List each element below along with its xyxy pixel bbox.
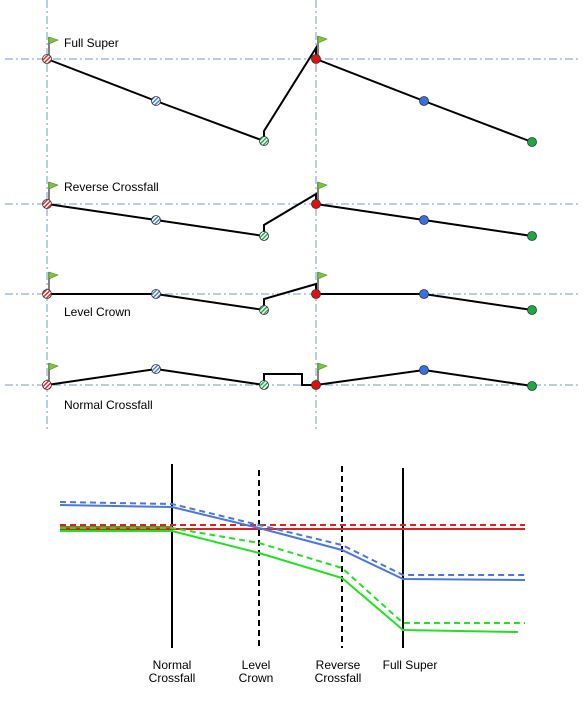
station-label-line1: Full Super: [383, 658, 438, 672]
left-profile: [47, 282, 317, 312]
right-edge-point: [527, 305, 537, 315]
right-edge-point: [259, 380, 269, 390]
section-level-crown: Level Crown: [47, 282, 533, 319]
green-edge-line-solid: [60, 530, 519, 633]
crown-point: [419, 215, 429, 225]
flag-icon: [317, 271, 328, 292]
section-normal-crossfall: Normal Crossfall: [46, 367, 533, 412]
section-label: Normal Crossfall: [64, 398, 153, 412]
left-edge-point: [311, 289, 321, 299]
section-reverse-crossfall: Reverse Crossfall: [46, 180, 533, 238]
flag-icon: [48, 36, 59, 57]
section-full-super: Full Super: [46, 36, 533, 143]
station-label-line1: Reverse: [316, 658, 361, 672]
station-label-line2: Crown: [239, 671, 274, 685]
left-profile: [46, 367, 316, 387]
left-points: [42, 54, 269, 390]
green-edge-line-dashed: [60, 527, 525, 624]
crown-point: [151, 289, 161, 299]
flag-icon: [48, 181, 59, 202]
flag-icon: [317, 181, 328, 200]
crown-point: [419, 96, 429, 106]
station-label-line2: Crossfall: [149, 671, 196, 685]
crown-point: [419, 365, 429, 375]
flag-icon: [48, 271, 59, 292]
section-label: Reverse Crossfall: [64, 180, 159, 194]
superelevation-transition-diagram: Normal Crossfall Level Crown Reverse Cro…: [59, 464, 526, 685]
flag-icon: [317, 362, 328, 383]
right-edge-point: [259, 305, 269, 315]
right-edge-point: [527, 231, 537, 241]
cross-section-diagram: Full Super Reverse Crossfall Level Crown…: [5, 0, 580, 430]
blue-crown-line-solid: [59, 504, 526, 581]
station-label-line2: Crossfall: [315, 671, 362, 685]
flag-icon: [48, 362, 59, 383]
section-label: Level Crown: [64, 305, 131, 319]
right-points: [311, 54, 537, 391]
left-profile: [46, 192, 317, 238]
crown-point: [151, 364, 161, 374]
left-edge-point: [42, 199, 52, 209]
right-edge-point: [527, 137, 537, 147]
section-label: Full Super: [64, 36, 119, 50]
station-label-line1: Level: [242, 658, 271, 672]
station-label-line1: Normal: [153, 658, 192, 672]
left-edge-point: [311, 380, 321, 390]
left-edge-point: [311, 199, 321, 209]
right-edge-point: [527, 381, 537, 391]
crown-point: [419, 289, 429, 299]
flags: [48, 35, 328, 383]
blue-crown-line-dashed: [59, 501, 525, 576]
right-edge-point: [259, 231, 269, 241]
flag-icon: [317, 35, 328, 56]
left-edge-point: [42, 54, 52, 64]
left-edge-point: [42, 380, 52, 390]
left-edge-point: [42, 289, 52, 299]
station-labels: Normal Crossfall Level Crown Reverse Cro…: [149, 658, 438, 685]
left-profile: [46, 44, 317, 143]
crown-point: [151, 96, 161, 106]
crown-point: [151, 215, 161, 225]
right-edge-point: [259, 136, 269, 146]
left-edge-point: [311, 54, 321, 64]
